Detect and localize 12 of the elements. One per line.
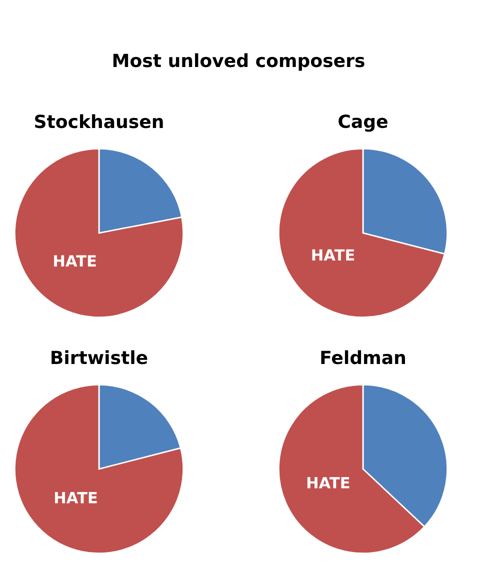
pie-slice <box>278 148 446 318</box>
chart-title: Feldman <box>321 350 405 364</box>
slice-label: HATE <box>312 249 354 260</box>
slice-label: HATE <box>55 492 97 504</box>
chart-title: Birtwistle <box>52 350 148 364</box>
slice-label: HATE <box>307 477 350 488</box>
slice-label: HATE <box>54 255 96 266</box>
pie-slice <box>14 384 184 554</box>
chart-title: Stockhausen <box>35 114 163 128</box>
text: Most unloved composers <box>113 53 364 71</box>
pie-slice <box>14 148 184 318</box>
chart-title: Cage <box>338 114 388 132</box>
